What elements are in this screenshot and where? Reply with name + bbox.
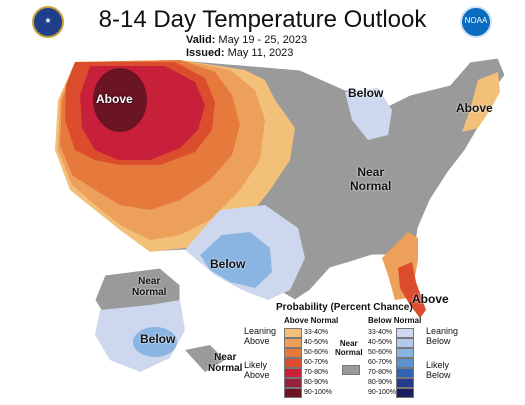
legend-likely-above: Likely Above	[244, 360, 270, 380]
label-near-normal-alaska-south: Near Normal	[208, 352, 243, 374]
legend-above-bin-label: 80-90%	[304, 379, 329, 386]
legend-below-bin-label: 90-100%	[368, 389, 397, 396]
label-above-west: Above	[96, 92, 133, 106]
label-below-alaska: Below	[140, 332, 176, 346]
legend-below-bin-label: 40-50%	[368, 339, 393, 346]
seal-icon: ★	[32, 6, 64, 38]
legend-likely-below: Likely Below	[426, 360, 451, 380]
florida-above-50-60	[398, 262, 426, 318]
legend-title: Probability (Percent Chance)	[276, 302, 413, 313]
texas-below-40-50	[200, 232, 272, 288]
legend-below-bin-swatch	[396, 338, 414, 348]
northeast-above-33-40	[462, 72, 500, 132]
label-above-northeast: Above	[456, 101, 493, 115]
legend-near-normal-swatch	[342, 365, 360, 375]
legend-above-bin-label: 60-70%	[304, 359, 329, 366]
label-near-normal-central: Near Normal	[350, 165, 392, 193]
legend-below-bin-swatch	[396, 388, 414, 398]
legend-above-bin-label: 70-80%	[304, 369, 329, 376]
label-below-great-lakes: Below	[348, 86, 384, 100]
valid-value: May 19 - 25, 2023	[218, 34, 308, 46]
issued-value: May 11, 2023	[227, 47, 294, 59]
legend-near-normal-label: Near Normal	[335, 339, 363, 357]
legend-above-bin-swatch	[284, 338, 302, 348]
legend-below-bin-label: 70-80%	[368, 369, 393, 376]
legend-below-bin-swatch	[396, 378, 414, 388]
legend-above-bin-swatch	[284, 388, 302, 398]
valid-line: Valid: May 19 - 25, 2023	[186, 34, 307, 46]
legend-above-bin-swatch	[284, 328, 302, 338]
label-near-normal-alaska-north: Near Normal	[132, 276, 167, 298]
legend-above-header: Above Normal	[284, 316, 339, 325]
label-below-texas: Below	[210, 257, 246, 271]
noaa-logo-icon: NOAA	[460, 6, 492, 38]
issued-line: Issued: May 11, 2023	[186, 47, 293, 59]
legend-below-bin-swatch	[396, 348, 414, 358]
alaska-below-40-50	[133, 327, 177, 357]
legend-above-bin-swatch	[284, 348, 302, 358]
noaa-logo-text: NOAA	[464, 16, 488, 25]
legend-below-bin-swatch	[396, 328, 414, 338]
legend-below-bin-label: 60-70%	[368, 359, 393, 366]
legend-below-bin-swatch	[396, 358, 414, 368]
legend-below-bin-label: 33-40%	[368, 329, 393, 336]
legend-below-bin-label: 80-90%	[368, 379, 393, 386]
west-above-80-90	[93, 68, 147, 132]
issued-label: Issued:	[186, 47, 225, 59]
legend-above-bin-label: 90-100%	[304, 389, 333, 396]
legend-below-header: Below Normal	[368, 316, 422, 325]
legend-below-bin-label: 50-60%	[368, 349, 393, 356]
alaska-south-near-normal	[185, 345, 225, 372]
legend-leaning-below: Leaning Below	[426, 326, 459, 346]
great-lakes-below-33-40	[345, 88, 392, 140]
legend-below-bin-swatch	[396, 368, 414, 378]
legend-above-bin-swatch	[284, 368, 302, 378]
label-above-florida: Above	[412, 292, 449, 306]
legend: Probability (Percent Chance) Above Norma…	[236, 302, 491, 402]
legend-above-bin-label: 50-60%	[304, 349, 329, 356]
legend-above-bin-label: 33-40%	[304, 329, 329, 336]
legend-above-bin-label: 40-50%	[304, 339, 329, 346]
legend-above-bin-swatch	[284, 358, 302, 368]
legend-above-bin-swatch	[284, 378, 302, 388]
valid-label: Valid:	[186, 34, 216, 46]
legend-leaning-above: Leaning Above	[244, 326, 277, 346]
page-title: 8-14 Day Temperature Outlook	[98, 6, 427, 33]
